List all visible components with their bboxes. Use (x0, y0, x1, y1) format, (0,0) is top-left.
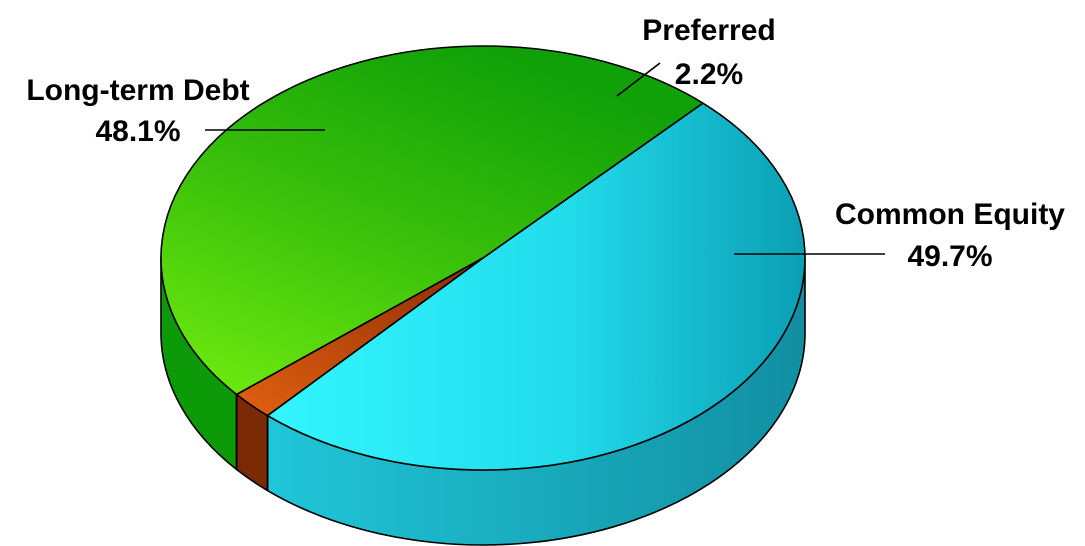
slice-label-long-term-debt: Long-term Debt (26, 74, 249, 107)
pie-slice-preferred (235, 257, 484, 417)
slice-value-common-equity: 49.7% (907, 240, 992, 273)
slice-value-preferred: 2.2% (675, 58, 743, 91)
pie-labels: Preferred 2.2% Long-term Debt 48.1% Comm… (26, 14, 1065, 273)
slice-label-preferred: Preferred (642, 14, 775, 47)
slice-value-long-term-debt: 48.1% (95, 115, 180, 148)
slice-label-common-equity: Common Equity (835, 198, 1065, 231)
pie-slice-long-term-debt (160, 45, 704, 396)
pie-top-faces (160, 45, 806, 471)
leader-line-preferred (616, 62, 661, 97)
pie-slice-common-equity (266, 102, 806, 471)
